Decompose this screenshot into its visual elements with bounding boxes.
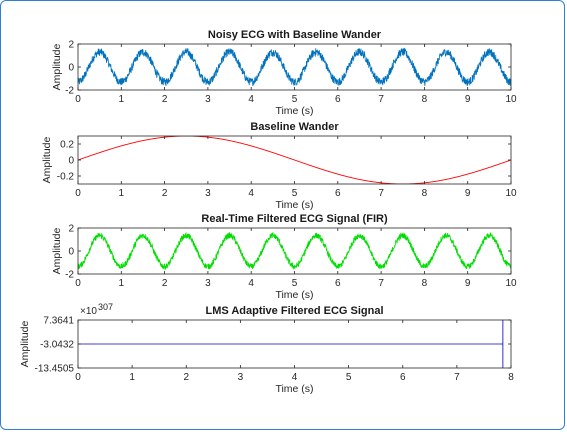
- series-line: [78, 136, 511, 184]
- x-tick-label: 5: [292, 278, 298, 289]
- subplot-title: LMS Adaptive Filtered ECG Signal: [205, 305, 383, 317]
- x-tick-label: 2: [162, 188, 168, 199]
- series-line: [78, 231, 511, 271]
- x-tick-label: 6: [400, 372, 406, 383]
- x-tick-label: 2: [162, 278, 168, 289]
- x-tick-label: 3: [205, 278, 211, 289]
- x-tick-label: 7: [378, 188, 384, 199]
- y-tick-label: 2: [68, 224, 74, 235]
- x-tick-label: 9: [465, 278, 471, 289]
- x-tick-label: 3: [238, 372, 244, 383]
- x-tick-label: 1: [119, 188, 125, 199]
- x-tick-label: 6: [335, 94, 341, 105]
- x-tick-label: 0: [75, 94, 81, 105]
- x-axis-label: Time (s): [275, 199, 313, 211]
- y-exponent-base: ×10: [80, 306, 97, 317]
- x-tick-label: 10: [505, 94, 517, 105]
- subplot-3: Real-Time Filtered ECG Signal (FIR) 0 1 2 3 4…: [51, 213, 517, 301]
- x-tick-label: 10: [505, 278, 517, 289]
- x-tick-label: 2: [183, 372, 189, 383]
- subplot-title: Real-Time Filtered ECG Signal (FIR): [201, 213, 388, 225]
- x-tick-label: 3: [205, 188, 211, 199]
- x-tick-label: 8: [422, 278, 428, 289]
- x-tick-label: 0: [75, 278, 81, 289]
- x-tick-label: 4: [248, 188, 254, 199]
- x-axis-label: Time (s): [275, 383, 313, 395]
- y-tick-label: 0.2: [60, 140, 74, 151]
- x-tick-label: 9: [465, 188, 471, 199]
- y-tick-label: -2: [65, 86, 74, 97]
- x-tick-label: 1: [129, 372, 135, 383]
- x-axis-label: Time (s): [275, 289, 313, 301]
- series-line: [78, 47, 511, 87]
- x-tick-label: 8: [422, 188, 428, 199]
- x-tick-label: 4: [248, 94, 254, 105]
- y-axis-label: Amplitude: [41, 137, 53, 184]
- x-tick-label: 5: [292, 188, 298, 199]
- x-tick-label: 8: [422, 94, 428, 105]
- x-tick-label: 6: [335, 278, 341, 289]
- y-tick-label: 0: [68, 63, 74, 74]
- y-tick-label: -13.4505: [35, 364, 75, 375]
- series-line: [78, 320, 504, 368]
- y-tick-label: 7.3641: [43, 316, 74, 327]
- x-tick-label: 5: [346, 372, 352, 383]
- x-tick-label: 2: [162, 94, 168, 105]
- subplot-1: Noisy ECG with Baseline Wander 0 1 2 3 4 5 6 7 8 9…: [51, 29, 517, 117]
- x-tick-label: 4: [248, 278, 254, 289]
- subplot-title: Baseline Wander: [250, 121, 339, 133]
- x-tick-label: 1: [119, 94, 125, 105]
- x-tick-label: 9: [465, 94, 471, 105]
- subplot-title: Noisy ECG with Baseline Wander: [208, 29, 382, 41]
- x-tick-label: 7: [378, 278, 384, 289]
- x-tick-label: 10: [505, 188, 517, 199]
- x-tick-label: 3: [205, 94, 211, 105]
- y-axis-label: Amplitude: [51, 44, 63, 91]
- subplot-4: LMS Adaptive Filtered ECG Signal 0 1 2 3 4 5 6 7…: [19, 302, 514, 395]
- x-tick-label: 0: [75, 188, 81, 199]
- y-tick-label: 0: [68, 247, 74, 258]
- y-tick-label: 0: [68, 156, 74, 167]
- x-tick-label: 8: [508, 372, 514, 383]
- y-axis-label: Amplitude: [51, 228, 63, 275]
- y-tick-label: -3.0432: [40, 340, 74, 351]
- y-tick-label: -0.2: [57, 172, 75, 183]
- x-tick-label: 0: [75, 372, 81, 383]
- y-exponent-value: 307: [98, 302, 113, 312]
- x-axis-label: Time (s): [275, 105, 313, 117]
- x-tick-label: 1: [119, 278, 125, 289]
- x-tick-label: 6: [335, 188, 341, 199]
- y-axis-label: Amplitude: [19, 321, 31, 368]
- x-tick-label: 7: [378, 94, 384, 105]
- x-tick-label: 4: [292, 372, 298, 383]
- y-tick-label: -2: [65, 270, 74, 281]
- y-tick-label: 2: [68, 40, 74, 51]
- x-tick-label: 7: [454, 372, 460, 383]
- x-tick-label: 5: [292, 94, 298, 105]
